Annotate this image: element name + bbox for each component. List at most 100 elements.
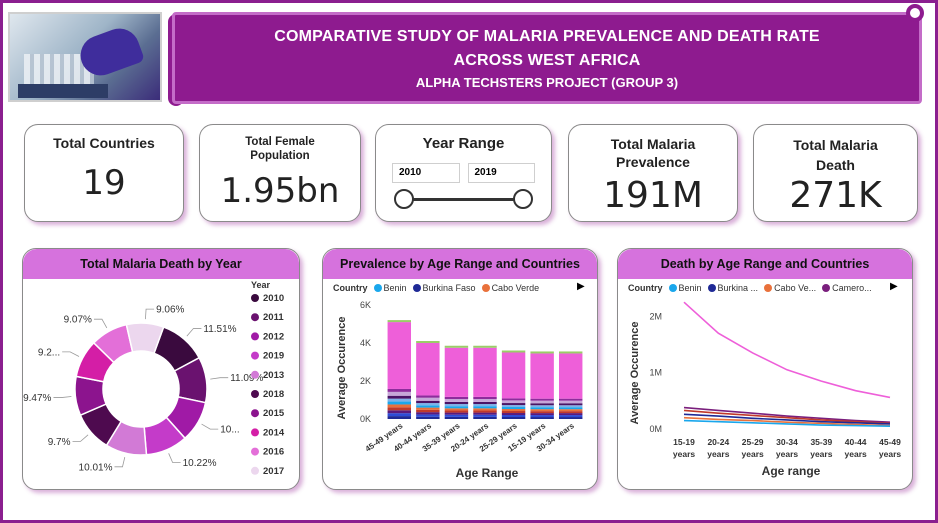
legend-color-dot: [251, 313, 259, 322]
bar-segment: [501, 415, 526, 418]
legend-color-dot: [251, 390, 259, 398]
x-tick-label: 45-49: [879, 437, 901, 447]
legend-color-dot: [251, 332, 259, 341]
bar-segment: [530, 415, 554, 418]
legend-item[interactable]: Benin: [373, 283, 407, 293]
year-from-input[interactable]: 2010: [392, 163, 460, 183]
year-to-input[interactable]: 2019: [467, 163, 535, 183]
year-slider-end-handle[interactable]: [513, 189, 533, 209]
bar-segment: [387, 398, 411, 402]
donut-data-label: 10.01%: [79, 462, 113, 473]
legend-color-dot: [251, 370, 259, 379]
donut-panel: Total Malaria Death by Year 11.51% 11.09%…: [22, 248, 300, 490]
legend-next-arrow-icon[interactable]: ▶: [577, 281, 585, 292]
bar-segment: [473, 412, 497, 415]
legend-item[interactable]: Cabo Ve...: [764, 283, 816, 293]
bar-segment: [559, 415, 583, 418]
y-tick-label: 0K: [360, 414, 371, 424]
y-tick-label: 2M: [649, 311, 662, 321]
legend-label: Cabo Verde: [491, 283, 540, 293]
bar-segment: [530, 405, 554, 408]
bar-segment: [501, 413, 526, 416]
legend-label: Burkina Faso: [422, 283, 476, 293]
bar-segment: [444, 401, 469, 405]
legend-year-label: 2019: [263, 351, 284, 362]
donut-leader-line: [72, 434, 89, 442]
bar-segment: [387, 395, 411, 399]
legend-next-arrow-icon[interactable]: ▶: [890, 281, 898, 292]
report-title-line2: ACROSS WEST AFRICA: [453, 52, 641, 69]
legend-item[interactable]: Burkina Faso: [412, 283, 476, 293]
legend-year-label: 2014: [263, 427, 285, 438]
death-chart-panel: Death by Age Range and Countries Country…: [617, 248, 913, 490]
year-slider-start-handle[interactable]: [394, 189, 414, 209]
bar-segment: [473, 345, 497, 348]
legend-year-label: 2015: [263, 408, 285, 419]
legend-title: Year: [251, 280, 271, 290]
x-tick-label-unit: years: [776, 449, 798, 459]
bar-segment: [416, 416, 440, 419]
donut-leader-line: [186, 328, 202, 337]
legend-color-dot: [251, 447, 259, 456]
series-line: [683, 409, 891, 425]
bar-segment: [501, 398, 526, 401]
bar-segment: [444, 414, 469, 417]
bar-segment: [473, 401, 497, 405]
bar-segment: [416, 414, 440, 417]
bar-segment: [501, 407, 526, 410]
bar-segment: [444, 412, 469, 415]
bar-segment: [559, 409, 583, 412]
kpi-total-female-population: Total Female Population 1.95bn: [199, 124, 361, 222]
kpi-title: Total Malaria Death: [793, 137, 878, 173]
x-tick-label-unit: years: [845, 449, 867, 459]
legend-year-label: 2011: [263, 312, 284, 323]
legend-color-dot: [373, 284, 382, 292]
bar-segment: [473, 399, 497, 402]
bar-segment: [387, 322, 411, 389]
bar-segment: [559, 411, 583, 414]
bar-segment: [530, 353, 554, 399]
bar-segment: [473, 404, 497, 407]
legend-item[interactable]: Burkina ...: [707, 283, 758, 293]
legend-year-label: 2017: [263, 466, 284, 477]
bar-segment: [501, 417, 526, 419]
donut-data-label: 10...: [220, 425, 239, 436]
stacked-bar: [473, 345, 497, 419]
bar-segment: [444, 406, 469, 409]
scroll-ornament-right: [906, 4, 924, 22]
malaria-lab-photo: [8, 12, 162, 102]
donut-data-label: 10.22%: [183, 458, 217, 469]
series-line: [683, 416, 891, 427]
legend-item[interactable]: Camero...: [822, 283, 872, 293]
kpi-title: Total Countries: [53, 135, 155, 151]
donut-leader-line: [168, 453, 181, 463]
kpi-value: 271K: [789, 175, 882, 216]
legend-color-dot: [251, 409, 259, 418]
bar-segment: [416, 412, 440, 415]
bar-segment: [387, 407, 411, 411]
bar-segment: [416, 407, 440, 410]
legend-color-dot: [251, 466, 259, 475]
bar-segment: [530, 407, 554, 410]
legend-item[interactable]: Cabo Verde: [481, 283, 540, 293]
legend-label: Benin: [678, 283, 702, 293]
death-legend: Country Benin Burkina ... Cabo Ve... Cam…: [628, 283, 872, 293]
bar-segment: [444, 410, 469, 413]
bar-segment: [473, 416, 497, 419]
legend-year-label: 2012: [263, 331, 284, 342]
y-axis-title: Average Occurence: [336, 317, 348, 420]
donut-leader-line: [210, 377, 229, 380]
donut-chart: 11.51% 11.09% 10... 10.22% 10.01% 9.7% 9.47% 9.…: [23, 280, 285, 477]
donut-leader-line: [93, 318, 108, 329]
year-slider-track[interactable]: [404, 198, 523, 201]
legend-item[interactable]: Benin: [668, 283, 702, 293]
year-range-slicer[interactable]: Year Range 2010 2019: [375, 124, 552, 222]
bar-segment: [387, 320, 411, 323]
bar-segment: [444, 416, 469, 419]
x-tick-label: 40-44: [845, 437, 867, 447]
legend-title: Country: [628, 283, 663, 293]
legend-year-label: 2018: [263, 389, 284, 400]
x-axis-title: Age Range: [456, 466, 519, 480]
donut-leader-line: [145, 308, 155, 320]
